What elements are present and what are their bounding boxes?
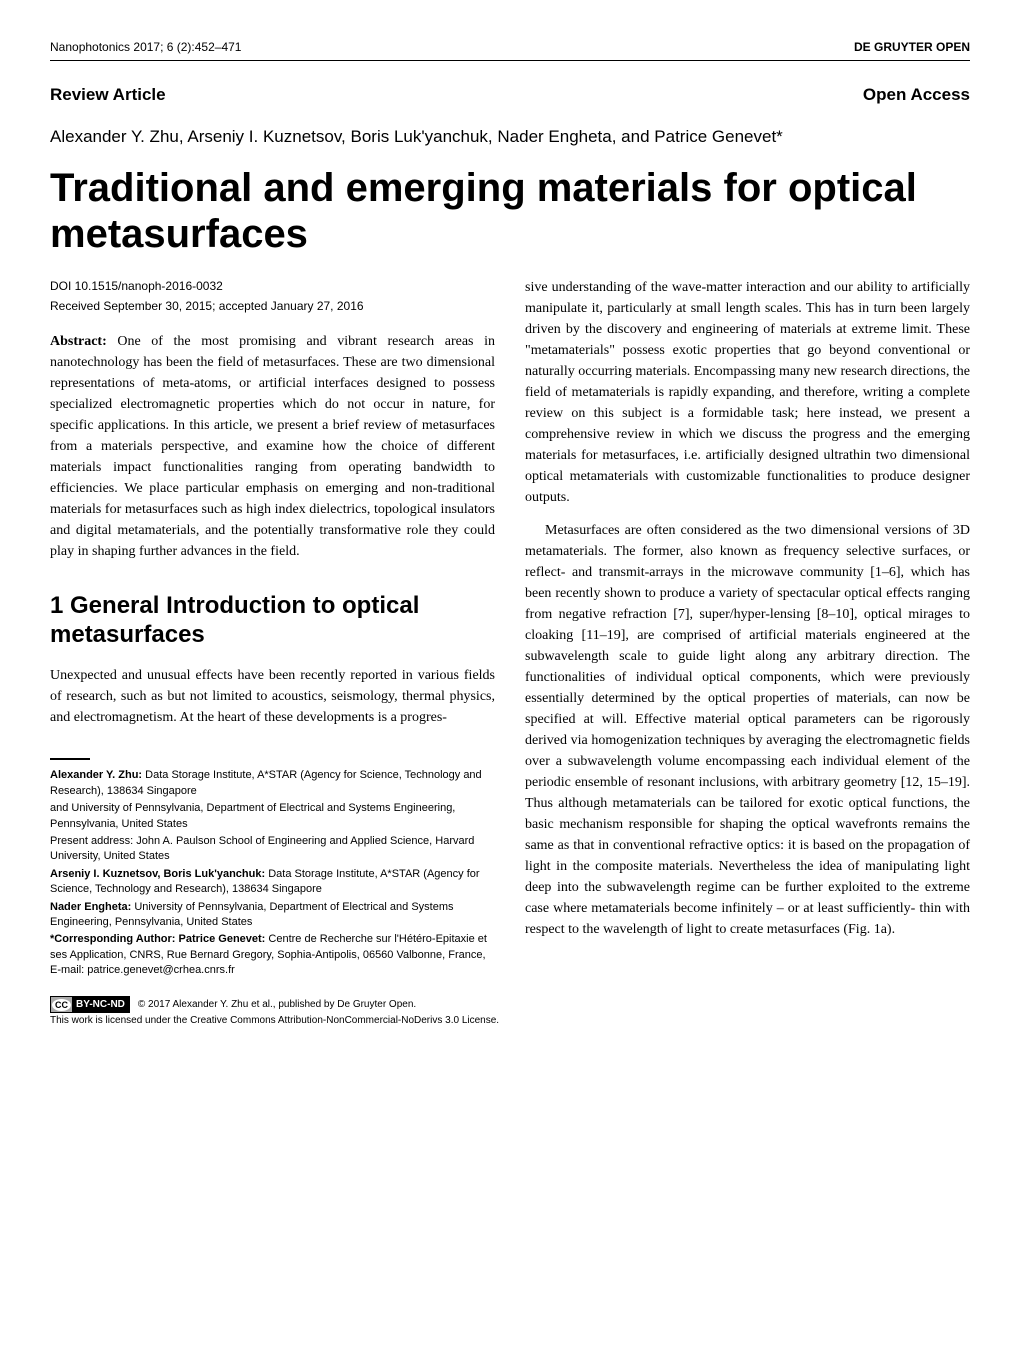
affiliation-separator [50, 758, 90, 760]
copyright-text: © 2017 Alexander Y. Zhu et al., publishe… [138, 999, 416, 1010]
affiliation-2: Arseniy I. Kuznetsov, Boris Luk'yanchuk:… [50, 867, 495, 898]
cc-license-text: BY-NC-ND [72, 997, 129, 1012]
license-text: This work is licensed under the Creative… [50, 1015, 970, 1026]
right-column: sive understanding of the wave-matter in… [525, 277, 970, 981]
cc-circle-icon: CC [52, 999, 71, 1011]
article-type: Review Article [50, 85, 166, 105]
affiliation-2-name: Arseniy I. Kuznetsov, Boris Luk'yanchuk: [50, 868, 265, 880]
affiliation-3-name: Nader Engheta: [50, 901, 131, 913]
two-column-layout: DOI 10.1515/nanoph-2016-0032 Received Se… [50, 277, 970, 981]
affiliation-4-name: *Corresponding Author: Patrice Genevet: [50, 933, 265, 945]
abstract-block: Abstract: One of the most promising and … [50, 331, 495, 562]
right-p2: Metasurfaces are often considered as the… [525, 520, 970, 940]
affiliation-1-line3: Present address: John A. Paulson School … [50, 834, 495, 865]
footer-row: CC BY-NC-ND © 2017 Alexander Y. Zhu et a… [50, 996, 970, 1013]
affiliation-3: Nader Engheta: University of Pennsylvani… [50, 900, 495, 931]
right-p1: sive understanding of the wave-matter in… [525, 277, 970, 508]
article-title: Traditional and emerging materials for o… [50, 165, 970, 257]
affiliation-1-name: Alexander Y. Zhu: [50, 769, 142, 781]
affiliation-1-line2: and University of Pennsylvania, Departme… [50, 801, 495, 832]
left-column: DOI 10.1515/nanoph-2016-0032 Received Se… [50, 277, 495, 981]
authors-line: Alexander Y. Zhu, Arseniy I. Kuznetsov, … [50, 125, 970, 149]
affiliation-1: Alexander Y. Zhu: Data Storage Institute… [50, 768, 495, 799]
publisher-name: DE GRUYTER OPEN [854, 40, 970, 54]
cc-badge-icon: CC BY-NC-ND [50, 996, 130, 1013]
header-bar: Nanophotonics 2017; 6 (2):452–471 DE GRU… [50, 40, 970, 61]
section-heading-1: 1 General Introduction to optical metasu… [50, 592, 495, 650]
abstract-text: One of the most promising and vibrant re… [50, 334, 495, 559]
affiliation-4: *Corresponding Author: Patrice Genevet: … [50, 932, 495, 978]
section1-p1: Unexpected and unusual effects have been… [50, 665, 495, 728]
received-line: Received September 30, 2015; accepted Ja… [50, 297, 495, 315]
abstract-label: Abstract: [50, 334, 107, 349]
article-type-row: Review Article Open Access [50, 85, 970, 105]
journal-info: Nanophotonics 2017; 6 (2):452–471 [50, 40, 241, 54]
access-type: Open Access [863, 85, 970, 105]
doi-line: DOI 10.1515/nanoph-2016-0032 [50, 277, 495, 295]
